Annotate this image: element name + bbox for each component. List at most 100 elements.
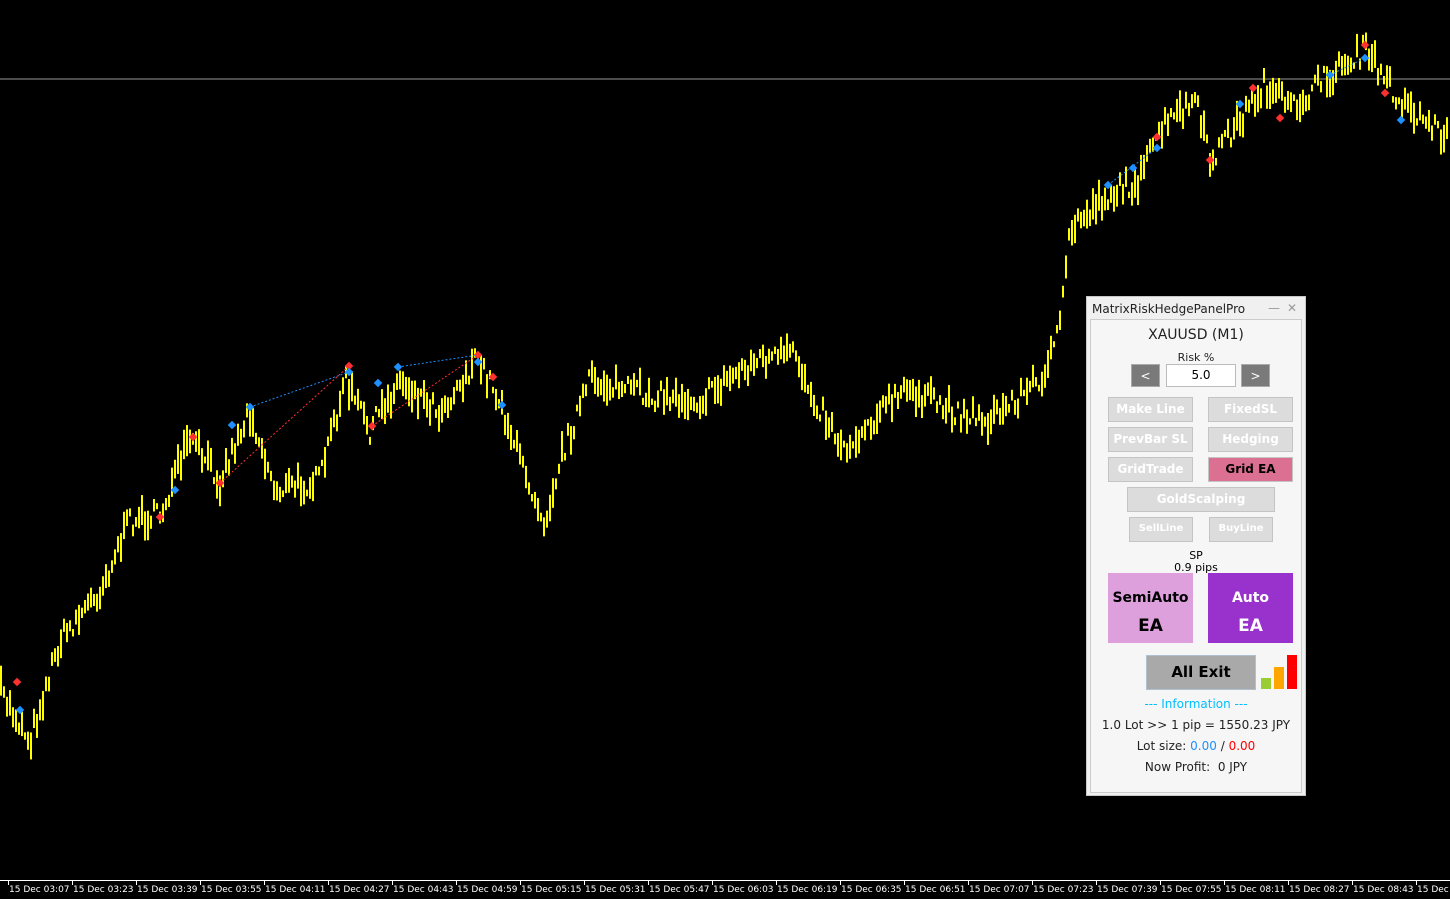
time-tick [392,881,393,885]
sell-marker [488,372,498,382]
semi-auto-line2: EA [1138,616,1163,636]
symbol-label: XAUUSD (M1) [1148,327,1244,343]
buy-marker [1396,115,1406,125]
time-label: 15 Dec 06:03 [713,885,774,895]
sell-marker [344,361,354,371]
time-label: 15 Dec 03:39 [137,885,198,895]
time-tick [648,881,649,885]
semi-auto-ea-button[interactable]: SemiAuto EA [1108,573,1193,643]
buy-marker [497,400,507,410]
sell-marker [1275,113,1285,123]
time-label: 15 Dec 03:07 [9,885,70,895]
panel-title: MatrixRiskHedgePanelPro [1092,302,1246,316]
close-button[interactable]: ✕ [1287,301,1298,315]
time-label: 15 Dec 04:11 [265,885,326,895]
time-tick [1288,881,1289,885]
time-tick [520,881,521,885]
time-tick [456,881,457,885]
time-axis: 15 Dec 03:07 15 Dec 03:23 15 Dec 03:39 15 D… [0,880,1450,899]
grid-ea-button[interactable]: Grid EA [1208,457,1293,482]
semi-auto-line1: SemiAuto [1112,590,1189,606]
sell-marker [1248,83,1258,93]
time-tick [584,881,585,885]
auto-ea-button[interactable]: Auto EA [1208,573,1293,643]
time-tick [904,881,905,885]
time-label: 15 Dec 06:35 [841,885,902,895]
sell-marker [12,677,22,687]
hedging-button[interactable]: Hedging [1208,427,1293,452]
time-label: 15 Dec 04:59 [457,885,518,895]
sell-line-button[interactable]: SellLine [1129,517,1193,542]
sell-marker [188,432,198,442]
time-label: 15 Dec 05:15 [521,885,582,895]
lot-size-label: Lot size: [1136,739,1187,753]
risk-hedge-panel: MatrixRiskHedgePanelPro — ✕ XAUUSD (M1) … [1086,296,1306,796]
time-tick [328,881,329,885]
gold-scalping-button[interactable]: GoldScalping [1127,487,1275,512]
time-label: 15 Dec 08:27 [1289,885,1350,895]
time-tick [1160,881,1161,885]
grid-trade-button[interactable]: GridTrade [1108,457,1193,482]
time-label: 15 Dec 07:07 [969,885,1030,895]
information-header: --- Information --- [1144,697,1248,711]
time-label: 15 Dec 08:11 [1225,885,1286,895]
trade-link-line [371,354,479,427]
risk-increase-button[interactable]: > [1241,364,1270,387]
profit-row: Now Profit: 0 JPY [1091,760,1301,774]
risk-decrease-button[interactable]: < [1131,364,1160,387]
time-label: 15 Dec 05:31 [585,885,646,895]
time-label: 15 Dec 03:23 [73,885,134,895]
trade-link-line [249,371,350,408]
time-tick [1416,881,1417,885]
minimize-button[interactable]: — [1268,301,1280,315]
risk-label: Risk % [1177,351,1215,364]
time-tick [1096,881,1097,885]
fixed-sl-button[interactable]: FixedSL [1208,397,1293,422]
time-label: 15 Dec 04:43 [393,885,454,895]
trade-link-line [1329,57,1366,76]
buy-marker [227,420,237,430]
time-label: 15 Dec 08:43 [1353,885,1414,895]
sell-marker [1380,88,1390,98]
time-label: 15 Dec 0 [1417,885,1450,895]
time-tick [200,881,201,885]
time-label: 15 Dec 03:55 [201,885,262,895]
time-tick [1032,881,1033,885]
time-tick [776,881,777,885]
time-label: 15 Dec 04:27 [329,885,390,895]
buy-marker [170,485,180,495]
spread-label: SP [1189,549,1203,562]
time-tick [136,881,137,885]
profit-value: 0 JPY [1217,760,1248,774]
prevbar-sl-button[interactable]: PrevBar SL [1108,427,1193,452]
trade-link-line [219,365,350,484]
time-tick [72,881,73,885]
buy-line-button[interactable]: BuyLine [1209,517,1273,542]
time-tick [264,881,265,885]
lot-buy-value: 0.00 [1190,739,1217,753]
time-label: 15 Dec 07:55 [1161,885,1222,895]
time-label: 15 Dec 07:39 [1097,885,1158,895]
make-line-button[interactable]: Make Line [1108,397,1193,422]
trade-link-line [397,354,479,368]
time-label: 15 Dec 06:51 [905,885,966,895]
time-tick [712,881,713,885]
lot-size-row: Lot size: 0.00 / 0.00 [1091,739,1301,753]
time-label: 15 Dec 05:47 [649,885,710,895]
risk-input[interactable]: 5.0 [1166,364,1236,387]
lot-sell-value: 0.00 [1228,739,1256,753]
time-label: 15 Dec 06:19 [777,885,838,895]
price-chart[interactable] [0,0,1450,880]
buy-marker [373,378,383,388]
auto-line1: Auto [1231,590,1270,606]
time-label: 15 Dec 07:23 [1033,885,1094,895]
all-exit-button[interactable]: All Exit [1146,655,1256,690]
time-tick [8,881,9,885]
time-tick [1224,881,1225,885]
time-tick [968,881,969,885]
time-tick [840,881,841,885]
time-tick [1352,881,1353,885]
profit-label: Now Profit: [1144,760,1211,774]
lot-separator: / [1220,739,1225,753]
spread-value: 0.9 pips [1174,561,1218,574]
